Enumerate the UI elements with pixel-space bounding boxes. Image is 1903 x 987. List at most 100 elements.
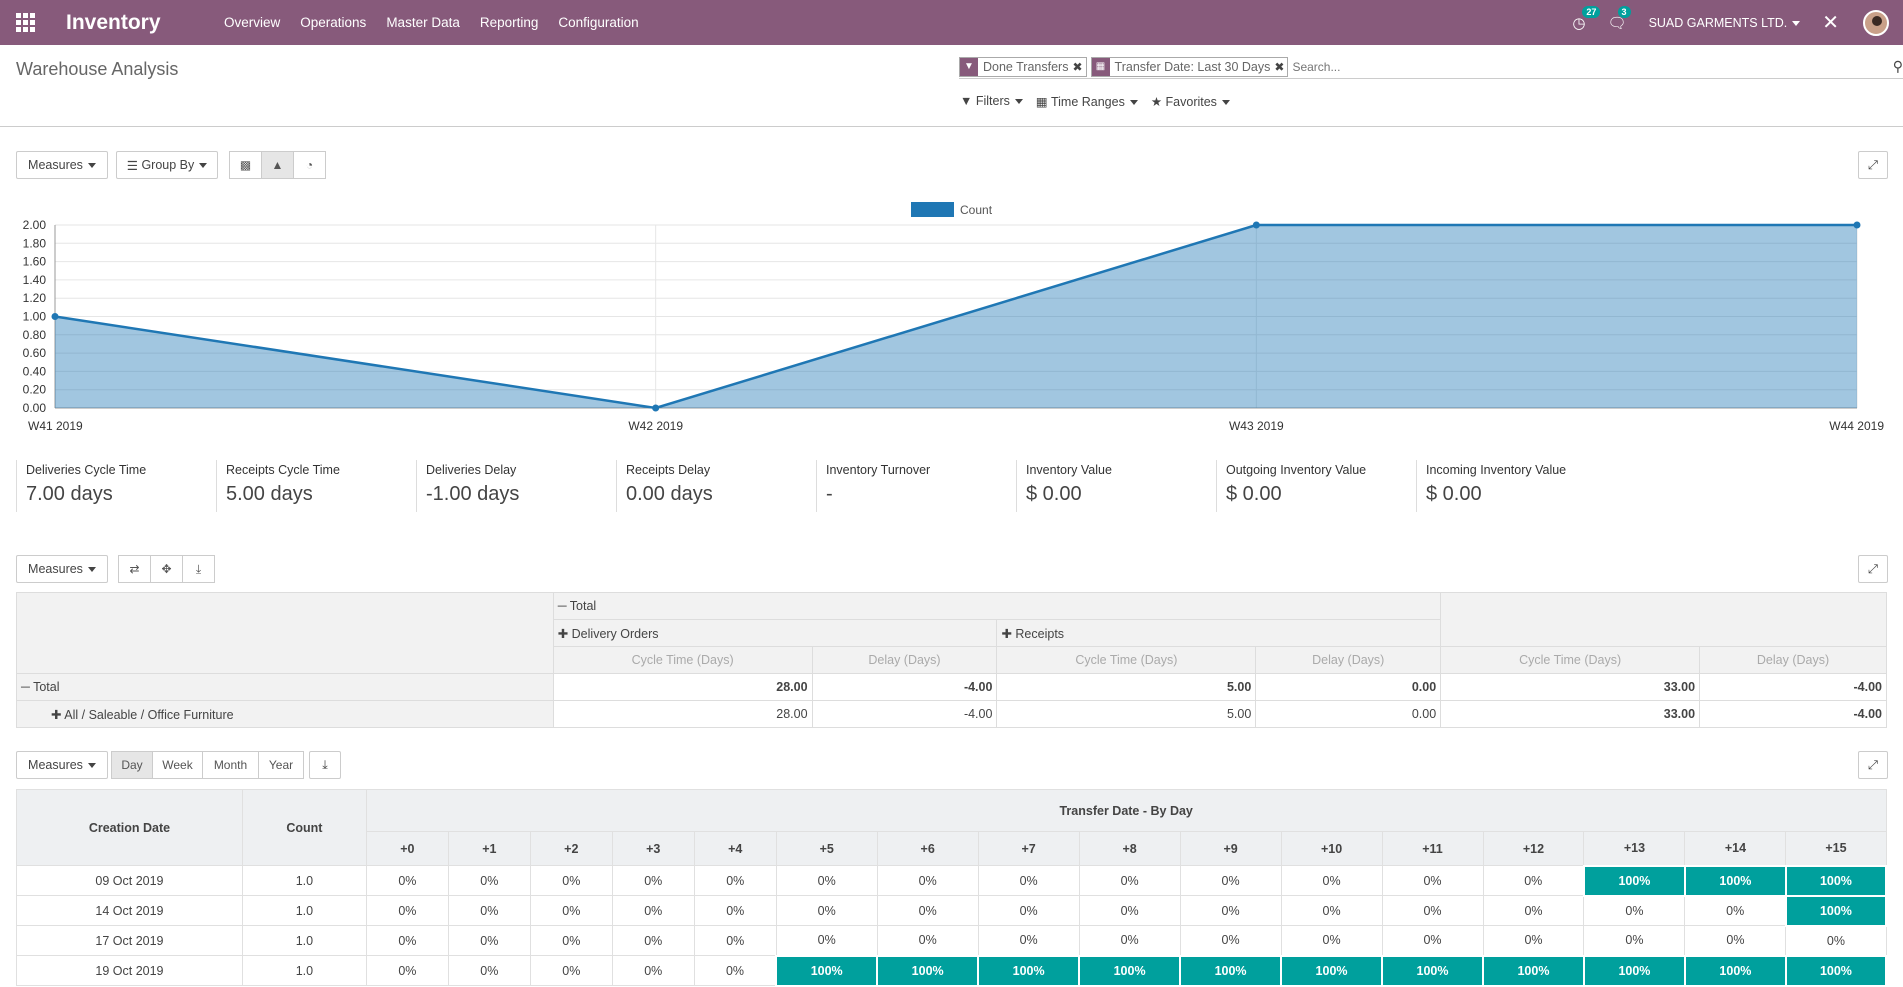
cohort-cell[interactable]: 0% [1280,895,1383,926]
interval-day-button[interactable]: Day [111,751,153,779]
cohort-cell[interactable]: 0% [447,865,531,896]
pie-chart-icon[interactable]: ◔ [293,151,326,179]
menu-reporting[interactable]: Reporting [479,15,539,30]
messages-button[interactable]: 🗨 3 [1608,5,1631,32]
graph-measures-button[interactable]: Measures [16,151,108,179]
pivot-cell[interactable]: 0.00 [1255,673,1442,701]
pivot-cell[interactable]: 33.00 [1440,673,1701,701]
group-by-button[interactable]: ☰ Group By [116,151,218,179]
cohort-cell[interactable]: 0% [1684,925,1787,956]
cohort-cell[interactable]: 0% [775,865,878,896]
cohort-cell[interactable]: 100% [977,954,1081,987]
search-facet-transfer-date[interactable]: ▦ Transfer Date: Last 30 Days ✖ [1090,56,1289,77]
cohort-cell[interactable]: 0% [977,895,1080,926]
cohort-cell[interactable]: 0% [529,895,613,926]
cohort-cell[interactable]: 100% [1280,954,1384,987]
pivot-cell[interactable]: 0.00 [1255,700,1442,728]
cohort-cell[interactable]: 0% [1381,925,1484,956]
kpi-deliveries-delay[interactable]: Deliveries Delay -1.00 days [416,460,616,512]
download-icon[interactable]: ⤓ [182,555,215,583]
pivot-cell[interactable]: 5.00 [996,700,1257,728]
cohort-cell[interactable]: 0% [1785,925,1887,956]
cohort-cell[interactable]: 0% [1179,895,1282,926]
cohort-cell[interactable]: 0% [1381,865,1484,896]
pivot-cell[interactable]: -4.00 [1699,673,1887,701]
cohort-cell[interactable]: 100% [1078,954,1182,987]
favorites-dropdown[interactable]: ★ Favorites [1151,94,1230,109]
cohort-cell[interactable]: 0% [977,925,1080,956]
cohort-cell[interactable]: 0% [365,925,449,956]
menu-configuration[interactable]: Configuration [558,15,639,30]
close-icon[interactable]: ✕ [1822,12,1839,34]
area-chart-icon[interactable]: ▲ [261,151,294,179]
app-brand[interactable]: Inventory [66,10,161,34]
cohort-cell[interactable]: 0% [876,895,979,926]
company-switcher[interactable]: SUAD GARMENTS LTD. [1649,16,1801,30]
expand-icon[interactable]: ⤢ [1858,151,1888,179]
cohort-cell[interactable]: 0% [611,895,695,926]
kpi-receipts-cycle-time[interactable]: Receipts Cycle Time 5.00 days [216,460,416,512]
expand-icon[interactable]: ⤢ [1858,751,1888,779]
interval-year-button[interactable]: Year [258,751,304,779]
cohort-cell[interactable]: 0% [1280,865,1383,896]
cohort-cell[interactable]: 0% [1078,895,1181,926]
bar-chart-icon[interactable]: ▩ [229,151,262,179]
cohort-cell[interactable]: 0% [365,865,449,896]
cohort-cell[interactable]: 0% [775,925,878,956]
cohort-measures-button[interactable]: Measures [16,751,108,779]
pivot-cell[interactable]: 33.00 [1440,700,1701,728]
cohort-cell[interactable]: 100% [1683,954,1787,987]
cohort-cell[interactable]: 100% [1784,864,1888,897]
cohort-cell[interactable]: 0% [1482,925,1585,956]
cohort-cell[interactable]: 0% [1078,865,1181,896]
pivot-col-header-receipts[interactable]: ✚ Receipts [996,619,1442,647]
cohort-cell[interactable]: 100% [1381,954,1484,987]
measure-header[interactable]: Delay (Days) [1699,646,1887,674]
expand-icon[interactable]: ⤢ [1858,555,1888,583]
pivot-col-header-delivery-orders[interactable]: ✚ Delivery Orders [552,619,998,647]
cohort-cell[interactable]: 0% [693,955,777,986]
search-icon[interactable]: ⚲ [1892,58,1903,74]
kpi-deliveries-cycle-time[interactable]: Deliveries Cycle Time 7.00 days [16,460,216,512]
measure-header[interactable]: Delay (Days) [1255,646,1442,674]
cohort-cell[interactable]: 0% [693,895,777,926]
kpi-inventory-value[interactable]: Inventory Value $ 0.00 [1016,460,1216,512]
cohort-cell[interactable]: 100% [1482,954,1585,987]
cohort-cell[interactable]: 0% [365,895,449,926]
cohort-cell[interactable]: 0% [529,865,613,896]
pivot-measures-button[interactable]: Measures [16,555,108,583]
cohort-cell[interactable]: 0% [693,925,777,956]
cohort-cell[interactable]: 0% [775,895,878,926]
cohort-cell[interactable]: 100% [876,954,980,987]
cohort-cell[interactable]: 0% [611,955,695,986]
measure-header[interactable]: Cycle Time (Days) [552,646,813,674]
kpi-receipts-delay[interactable]: Receipts Delay 0.00 days [616,460,816,512]
cohort-cell[interactable]: 0% [693,865,777,896]
cohort-cell[interactable]: 0% [876,925,979,956]
cohort-cell[interactable]: 0% [1583,925,1686,956]
cohort-cell[interactable]: 0% [365,955,449,986]
kpi-outgoing-inventory-value[interactable]: Outgoing Inventory Value $ 0.00 [1216,460,1416,512]
measure-header[interactable]: Cycle Time (Days) [1440,646,1701,674]
menu-operations[interactable]: Operations [300,15,367,30]
measure-header[interactable]: Delay (Days) [811,646,998,674]
cohort-cell[interactable]: 100% [1582,954,1686,987]
cohort-cell[interactable]: 100% [775,954,879,987]
measure-header[interactable]: Cycle Time (Days) [996,646,1257,674]
flip-axis-icon[interactable]: ⇄ [118,555,151,583]
user-avatar[interactable] [1863,9,1889,36]
cohort-cell[interactable]: 0% [447,925,531,956]
cohort-cell[interactable]: 100% [1784,954,1888,987]
cohort-cell[interactable]: 100% [1683,864,1787,897]
time-ranges-dropdown[interactable]: ▦ Time Ranges [1036,94,1138,109]
activity-button[interactable]: ◷ 27 [1572,5,1601,32]
cohort-cell[interactable]: 0% [1482,865,1585,896]
pivot-cell[interactable]: 28.00 [552,673,813,701]
pivot-row-header-total[interactable]: ─ Total [16,673,554,701]
cohort-cell[interactable]: 100% [1582,864,1686,897]
pivot-cell[interactable]: 5.00 [996,673,1257,701]
pivot-cell[interactable]: -4.00 [811,700,998,728]
cohort-cell[interactable]: 0% [1482,895,1585,926]
cohort-cell[interactable]: 0% [1078,925,1181,956]
interval-week-button[interactable]: Week [152,751,203,779]
